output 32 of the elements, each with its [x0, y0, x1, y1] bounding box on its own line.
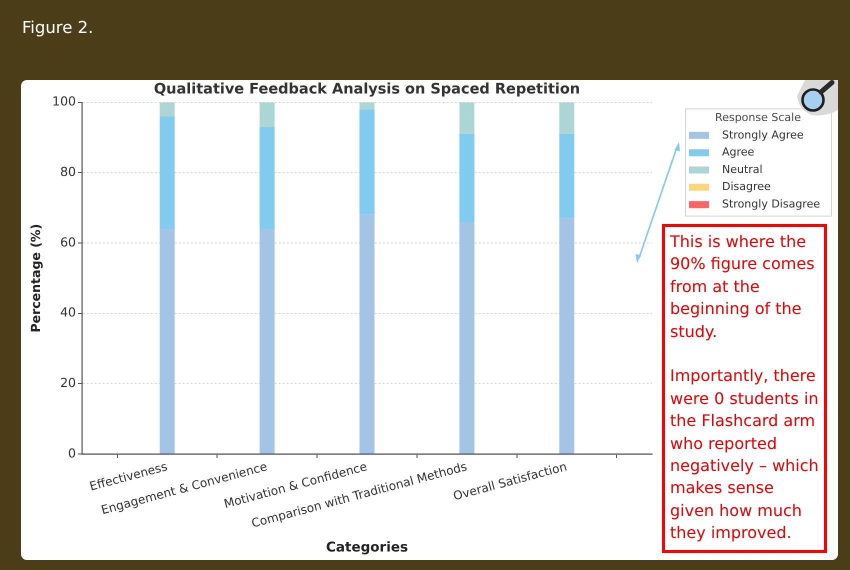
y-tick-label: 80 — [60, 164, 76, 179]
caption: Figure 2. — [22, 17, 94, 39]
chart-title: Qualitative Feedback Analysis on Spaced Repetition — [154, 81, 580, 98]
bar — [360, 109, 374, 215]
y-tick-label: 20 — [60, 374, 76, 390]
bar — [459, 222, 474, 454]
bar — [559, 218, 574, 454]
y-axis-title: Percentage (%) — [28, 224, 43, 333]
bar — [459, 134, 474, 222]
text: This is where the 90% figure comes from at the beginning of the study. Importantly, there were 0 students in the Flashcard arm who reported negatively – which makes sense given how much they improved. — [670, 232, 819, 542]
legend-label: Agree — [722, 146, 755, 159]
bar — [160, 228, 175, 454]
y-tick-label: 40 — [60, 304, 76, 320]
x-axis-title: Categories — [326, 539, 408, 556]
bar — [260, 102, 275, 128]
bar — [360, 214, 374, 454]
bar — [260, 127, 275, 229]
bar — [459, 102, 474, 134]
y-tick-label: 0 — [68, 445, 76, 460]
bar — [160, 116, 175, 229]
bar — [559, 134, 574, 218]
legend-label: Strongly Agree — [722, 128, 804, 142]
legend-label: Strongly Disagree — [722, 197, 820, 210]
bar — [260, 228, 275, 454]
legend-title: Response Scale — [715, 110, 802, 124]
y-tick-label: 60 — [60, 234, 76, 250]
legend-label: Neutral — [722, 162, 763, 176]
bar — [160, 102, 175, 116]
bar — [360, 102, 374, 110]
legend-label: Disagree — [722, 180, 772, 194]
y-tick-label: 100 — [52, 94, 76, 109]
bar — [559, 102, 574, 134]
